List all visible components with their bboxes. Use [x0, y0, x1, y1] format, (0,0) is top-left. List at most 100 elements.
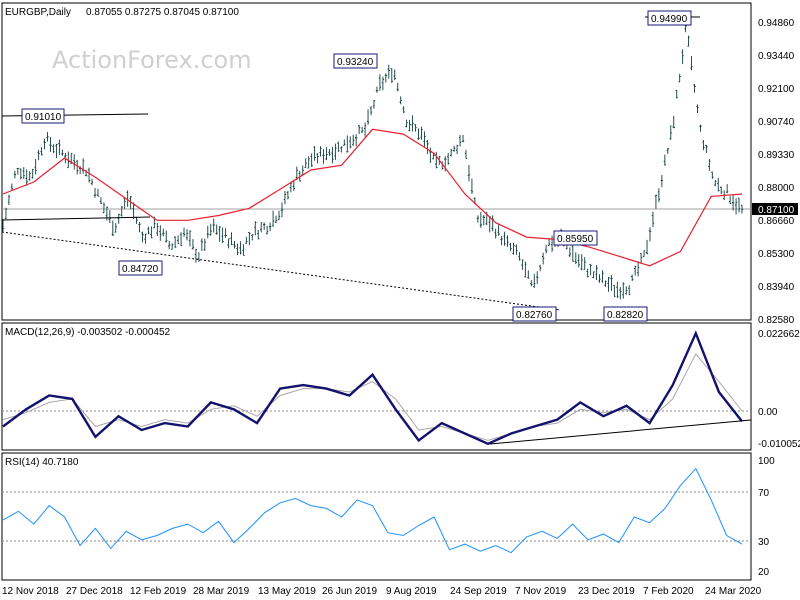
price-bar — [46, 132, 49, 142]
price-bar — [111, 220, 115, 237]
price-bar — [512, 242, 515, 255]
price-bar — [633, 265, 637, 276]
price-bar — [218, 225, 221, 242]
price-bar — [248, 231, 251, 246]
label-box-82820 — [603, 306, 648, 322]
price-bar — [610, 275, 613, 291]
price-bar — [206, 225, 209, 239]
price-bar — [4, 207, 8, 220]
price-bar — [40, 147, 43, 156]
price-bar — [642, 250, 646, 258]
price-bar — [295, 166, 299, 181]
price-bar — [384, 73, 388, 83]
price-bar — [660, 174, 664, 188]
price-bar — [230, 232, 233, 246]
price-bar — [168, 240, 171, 250]
price-bar — [541, 252, 545, 265]
price-bar — [521, 259, 524, 270]
price-bar — [518, 251, 521, 261]
price-bar — [343, 139, 346, 146]
date-tick-12: 24 Mar 2020 — [705, 586, 762, 597]
price-bar — [423, 131, 426, 147]
price-bar — [446, 152, 450, 165]
price-bar — [663, 154, 667, 166]
label-82820: 0.82820 — [607, 310, 644, 321]
price-bar — [467, 165, 471, 182]
price-bar — [188, 230, 192, 247]
price-bar — [592, 271, 595, 279]
price-bar — [533, 273, 536, 288]
price-bar — [530, 280, 533, 287]
price-bar — [470, 178, 474, 195]
price-bar — [84, 169, 88, 177]
price-bar — [173, 236, 177, 249]
rsi-title: RSI(14) 40.7180 — [5, 457, 79, 468]
label-box-94990 — [647, 10, 692, 26]
price-bar — [49, 136, 52, 152]
price-bar — [292, 179, 296, 192]
price-tick-2: 0.93440 — [758, 51, 795, 62]
date-tick-1: 12 Nov 2018 — [2, 586, 59, 597]
price-bar — [405, 119, 408, 128]
label-box-84720 — [118, 260, 163, 276]
price-bar — [301, 165, 304, 175]
current-price-label: 0.87100 — [758, 205, 795, 216]
price-bar — [702, 140, 705, 151]
macd-tick-bottom: -0.010052 — [758, 439, 800, 450]
date-tick-9: 7 Nov 2019 — [515, 586, 567, 597]
price-bar — [740, 204, 744, 214]
price-bar — [274, 215, 278, 224]
date-tick-3: 12 Feb 2019 — [130, 586, 187, 597]
price-bar — [31, 168, 34, 179]
price-tick-6: 0.88000 — [758, 183, 795, 194]
price-bar — [316, 153, 319, 164]
price-bar — [262, 222, 266, 230]
price-bar — [699, 124, 702, 132]
price-bar — [393, 69, 396, 81]
date-tick-5: 13 May 2019 — [258, 586, 316, 597]
price-bar — [93, 187, 97, 198]
price-bar — [684, 25, 687, 33]
price-tick-9: 0.83940 — [758, 282, 795, 293]
price-bar — [322, 149, 325, 164]
price-bar — [598, 274, 601, 283]
price-bar — [313, 146, 316, 161]
price-bar — [589, 264, 592, 276]
price-bar — [678, 73, 681, 83]
price-bar — [227, 238, 230, 249]
price-bar — [159, 225, 162, 241]
date-tick-6: 26 Jun 2019 — [322, 586, 377, 597]
price-bar — [310, 153, 313, 167]
price-bar — [138, 222, 141, 233]
price-bar — [417, 128, 420, 140]
price-bar — [182, 227, 186, 237]
price-bar — [717, 177, 720, 192]
price-panel: ActionForex.com EURGBP,Daily 0.87055 0.8… — [1, 2, 798, 326]
price-tick-3: 0.92100 — [758, 84, 795, 95]
price-bar — [639, 253, 643, 264]
price-bar — [411, 115, 414, 132]
price-bar — [58, 139, 61, 155]
price-bar — [165, 230, 168, 243]
moving-average-line — [2, 128, 743, 267]
current-price-badge — [752, 203, 798, 215]
price-bar — [19, 168, 23, 180]
price-bar — [176, 235, 180, 244]
price-bar — [28, 171, 31, 181]
price-bar — [476, 215, 480, 223]
macd-trendline — [489, 419, 752, 445]
price-bar — [690, 56, 693, 71]
price-bar — [257, 230, 260, 240]
price-labels: 0.91010 0.84720 0.93240 0.85950 0.82760 … — [21, 10, 692, 322]
price-bar — [283, 191, 287, 205]
price-bar — [657, 188, 661, 203]
macd-title: MACD(12,26,9) -0.003502 -0.000452 — [5, 327, 171, 338]
price-bar — [515, 244, 518, 255]
price-bar — [482, 214, 485, 226]
price-bar — [420, 126, 423, 140]
price-bar — [708, 159, 711, 171]
price-bar — [509, 242, 512, 251]
price-bar — [52, 144, 55, 153]
price-bar — [571, 245, 575, 262]
